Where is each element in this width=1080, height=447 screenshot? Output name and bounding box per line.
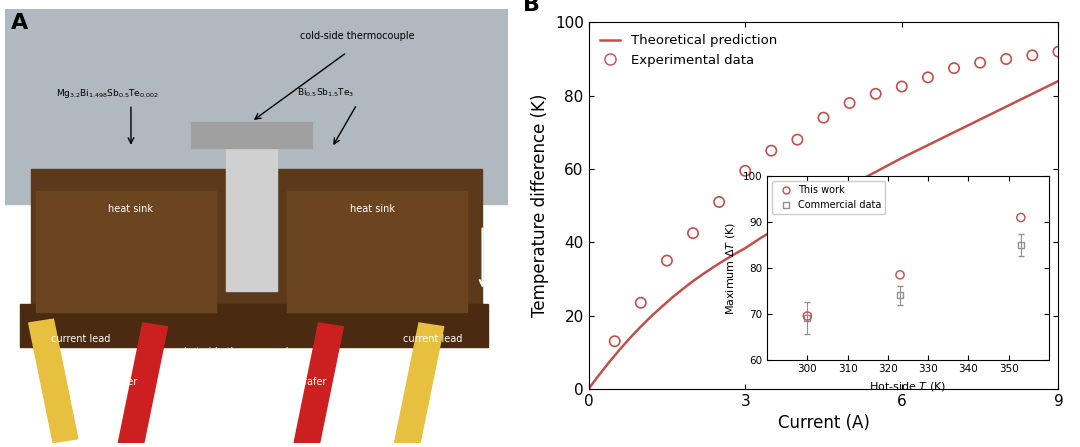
Bar (5, 9, 508, 204)
Theoretical prediction (645, 314, 658, 319)
Theoretical prediction (603, 359, 616, 364)
Experimental data (841, 99, 859, 106)
Bar (370, 319, 419, 443)
Text: hot-side thermocouples: hot-side thermocouples (184, 347, 299, 357)
Theoretical prediction (1052, 78, 1065, 84)
Text: heat sink: heat sink (108, 204, 153, 214)
Y-axis label: Temperature difference (K): Temperature difference (K) (531, 94, 550, 317)
Theoretical prediction (665, 295, 678, 300)
Theoretical prediction (593, 372, 606, 378)
Bar (36, 191, 216, 312)
Experimental data (788, 136, 806, 143)
Text: $\rm Mg_{3.2}Bi_{1.498}Sb_{0.5}Te_{0.002}$: $\rm Mg_{3.2}Bi_{1.498}Sb_{0.5}Te_{0.002… (56, 87, 159, 100)
Theoretical prediction (707, 264, 720, 270)
Experimental data (1024, 52, 1041, 59)
Text: cold-side thermocouple: cold-side thermocouple (299, 30, 415, 41)
Experimental data (685, 230, 702, 237)
Theoretical prediction (869, 169, 882, 175)
Text: Si wafer: Si wafer (287, 377, 326, 388)
Theoretical prediction (843, 183, 856, 188)
Experimental data (893, 83, 910, 90)
Line: Theoretical prediction: Theoretical prediction (589, 81, 1058, 389)
Theoretical prediction (1026, 91, 1039, 97)
Theoretical prediction (754, 235, 767, 240)
Text: current lead: current lead (403, 334, 462, 344)
Bar (94, 319, 144, 443)
Experimental data (945, 65, 962, 72)
Experimental data (1050, 48, 1067, 55)
Experimental data (632, 299, 649, 306)
Theoretical prediction (656, 304, 669, 309)
Theoretical prediction (818, 198, 831, 203)
Experimental data (659, 257, 676, 264)
Theoretical prediction (718, 257, 731, 263)
Theoretical prediction (676, 287, 689, 292)
Theoretical prediction (728, 251, 741, 257)
Experimental data (972, 59, 989, 66)
Theoretical prediction (921, 143, 934, 148)
Theoretical prediction (613, 346, 626, 352)
Experimental data (919, 74, 936, 81)
Text: heat sink: heat sink (350, 204, 394, 214)
Text: Heater: Heater (105, 377, 137, 388)
Theoretical prediction (634, 324, 647, 329)
Legend: Theoretical prediction, Experimental data: Theoretical prediction, Experimental dat… (595, 29, 782, 72)
Bar (227, 139, 276, 291)
Theoretical prediction (770, 226, 783, 231)
Experimental data (711, 198, 728, 206)
Theoretical prediction (624, 335, 637, 340)
Text: A: A (11, 13, 28, 33)
Experimental data (998, 55, 1015, 63)
Theoretical prediction (947, 130, 960, 135)
Theoretical prediction (697, 271, 710, 277)
Theoretical prediction (582, 386, 595, 392)
Text: B: B (523, 0, 540, 15)
Theoretical prediction (974, 117, 987, 122)
Experimental data (867, 90, 885, 97)
Bar (286, 191, 468, 312)
Experimental data (606, 337, 623, 345)
Theoretical prediction (791, 213, 804, 219)
Theoretical prediction (687, 278, 700, 284)
Bar (30, 169, 483, 334)
Theoretical prediction (1000, 104, 1013, 110)
Experimental data (815, 114, 833, 121)
Text: current lead: current lead (51, 334, 110, 344)
Bar (191, 122, 312, 148)
Theoretical prediction (739, 245, 752, 251)
Bar (21, 304, 487, 347)
Bar (29, 319, 78, 443)
Experimental data (737, 167, 754, 174)
Text: $\rm Bi_{0.5}Sb_{1.5}Te_3$: $\rm Bi_{0.5}Sb_{1.5}Te_3$ (297, 87, 354, 100)
Theoretical prediction (895, 155, 908, 160)
X-axis label: Current (A): Current (A) (778, 414, 869, 432)
Experimental data (762, 147, 780, 154)
Bar (270, 319, 319, 443)
